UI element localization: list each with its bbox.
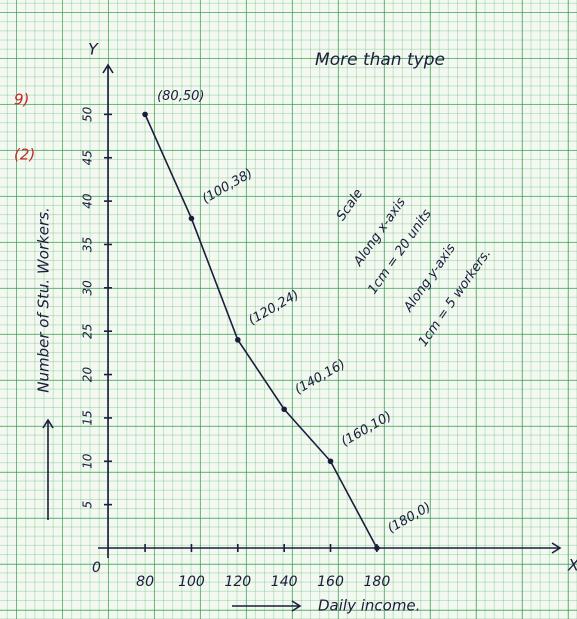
data-line: [145, 114, 377, 548]
data-point: [374, 545, 380, 551]
y-tick-label: 20: [81, 367, 95, 383]
data-label: (160,10): [339, 409, 395, 450]
data-point: [142, 112, 148, 118]
origin-label: 0: [92, 560, 101, 576]
x-axis-letter: X: [567, 556, 577, 575]
y-axis-letter: Y: [88, 40, 99, 59]
question-mark: 9): [14, 91, 29, 109]
y-tick-label: 15: [81, 410, 95, 425]
graph-paper: More than type Daily income. Number of S…: [0, 0, 577, 619]
y-axis-label: Number of Stu. Workers.: [35, 207, 53, 393]
x-tick-label: 140: [271, 574, 298, 590]
question-mark: (2): [14, 146, 35, 164]
data-point: [281, 406, 287, 412]
data-label: (120,24): [246, 288, 302, 329]
scale-note: Scale: [334, 186, 366, 223]
data-point: [235, 337, 241, 343]
data-point: [328, 458, 334, 464]
y-tick-label: 40: [81, 193, 95, 209]
data-label: (80,50): [157, 89, 204, 104]
y-tick-label: 50: [81, 106, 95, 122]
y-tick-label: 5: [81, 501, 95, 509]
scale-note: 1cm = 5 workers.: [416, 246, 494, 349]
chart-title: More than type: [315, 50, 445, 70]
data-label: (140,16): [292, 357, 348, 398]
y-tick-label: 45: [81, 150, 95, 165]
data-label: (180,0): [385, 500, 434, 537]
x-axis-label: Daily income.: [318, 597, 420, 615]
x-tick-label: 100: [178, 574, 205, 590]
y-tick-label: 25: [81, 324, 95, 339]
y-tick-label: 30: [81, 280, 95, 296]
data-point: [189, 216, 195, 222]
y-tick-label: 35: [81, 237, 95, 252]
x-tick-label: 160: [317, 574, 344, 590]
data-label: (100,38): [200, 166, 256, 207]
chart: More than type Daily income. Number of S…: [0, 0, 577, 619]
x-tick-label: 120: [224, 574, 251, 590]
x-tick-label: 180: [364, 574, 391, 590]
y-tick-label: 10: [81, 453, 95, 469]
x-tick-label: 80: [136, 574, 154, 590]
